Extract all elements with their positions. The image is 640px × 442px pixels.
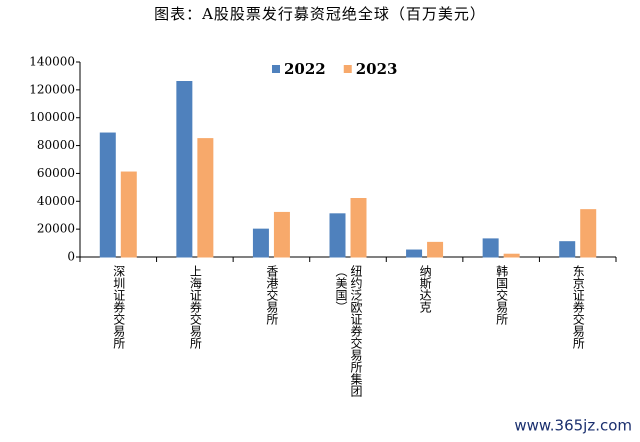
x-tick-label: 香港交易所 [264, 265, 279, 325]
bar [350, 198, 367, 258]
y-tick-label: 80000 [37, 138, 75, 152]
bar [252, 228, 269, 258]
bar [427, 241, 444, 258]
x-tick-label: 东京证券交易所 [571, 265, 586, 349]
y-tick-label: 0 [67, 250, 75, 264]
bar [503, 253, 520, 258]
x-tick-label: 韩国交易所 [494, 265, 509, 325]
y-tick-label: 40000 [37, 194, 75, 208]
legend-label: 2022 [284, 60, 326, 78]
legend-swatch [343, 65, 352, 73]
watermark: www.365jz.com [514, 417, 632, 435]
x-tick-label: 纳斯达克 [418, 265, 433, 313]
bar [273, 211, 290, 258]
x-tick-label: 纽约泛欧证券交易所集团（美国） [334, 265, 363, 397]
bar [329, 213, 346, 258]
y-tick-label: 140000 [29, 55, 75, 69]
bar [197, 138, 214, 258]
bar [406, 249, 423, 258]
x-tick-label: 深圳证券交易所 [111, 265, 126, 349]
bar [559, 241, 576, 258]
y-tick-label: 100000 [29, 110, 75, 124]
legend-swatch [272, 65, 280, 73]
bar [482, 238, 499, 258]
x-tick-label: 上海证券交易所 [188, 265, 203, 349]
bar [580, 209, 597, 258]
y-tick-label: 60000 [37, 166, 75, 180]
y-tick-label: 120000 [29, 82, 75, 96]
chart-title: 图表：A股股票发行募资冠绝全球（百万美元） [154, 5, 486, 23]
bar [99, 132, 116, 258]
bar [176, 81, 193, 258]
bar [120, 171, 137, 258]
y-tick-label: 20000 [37, 222, 75, 236]
legend-label: 2023 [356, 60, 398, 78]
